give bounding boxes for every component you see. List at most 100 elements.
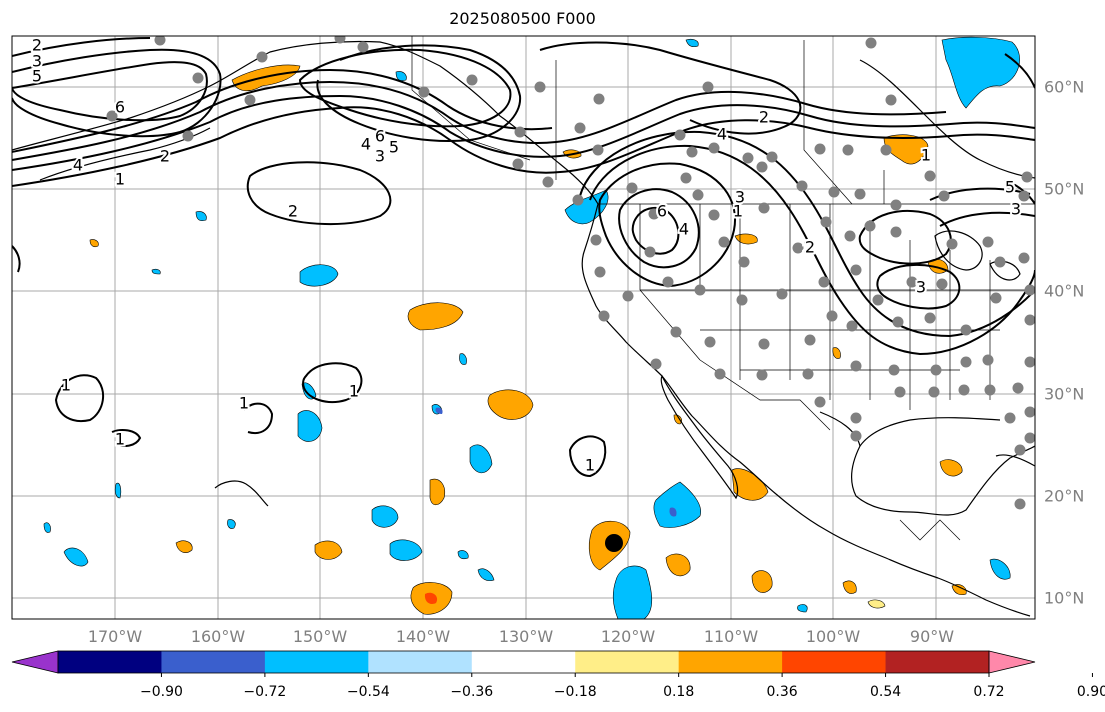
lat-label: 60°N bbox=[1044, 78, 1084, 97]
plot-area bbox=[12, 36, 1035, 619]
lon-label: 110°W bbox=[704, 627, 759, 646]
positive-anomaly-fills bbox=[89, 64, 967, 615]
colorbar-cell bbox=[368, 651, 473, 673]
station-dot bbox=[928, 386, 940, 398]
station-dot bbox=[846, 320, 858, 332]
station-dot bbox=[512, 158, 524, 170]
contour-label: 4 bbox=[679, 220, 689, 239]
station-dot bbox=[865, 37, 877, 49]
contour-label: 6 bbox=[657, 202, 667, 221]
colorbar-cell bbox=[161, 651, 266, 673]
station-dot bbox=[106, 110, 118, 122]
contour-label: 6 bbox=[375, 127, 385, 146]
station-dot bbox=[650, 358, 662, 370]
contour-label: 2 bbox=[759, 108, 769, 127]
station-dot bbox=[708, 142, 720, 154]
negative-anomaly-fills bbox=[43, 36, 1020, 619]
colorbar-tick-label: −0.18 bbox=[554, 684, 597, 700]
station-dot bbox=[766, 151, 778, 163]
station-dot bbox=[842, 144, 854, 156]
lat-label: 30°N bbox=[1044, 385, 1084, 404]
latitude-labels: 60°N 50°N 40°N 30°N 20°N 10°N bbox=[1044, 78, 1084, 608]
station-dot bbox=[1014, 444, 1026, 456]
colorbar-tick-label: 0.18 bbox=[663, 684, 694, 700]
colorbar-cell bbox=[264, 651, 369, 673]
light-yellow-fills bbox=[867, 599, 886, 609]
station-dot bbox=[758, 338, 770, 350]
station-dot bbox=[154, 36, 166, 46]
lon-label: 120°W bbox=[601, 627, 656, 646]
station-dot bbox=[670, 326, 682, 338]
station-dot bbox=[960, 356, 972, 368]
lat-label: 40°N bbox=[1044, 282, 1084, 301]
contour-label: 2 bbox=[803, 238, 813, 257]
station-dot bbox=[644, 246, 656, 258]
station-dot bbox=[776, 288, 788, 300]
station-dot bbox=[1012, 382, 1024, 394]
station-dot bbox=[850, 430, 862, 442]
colorbar-frame bbox=[57, 650, 990, 674]
contour-label: 1 bbox=[921, 146, 931, 165]
contour-label: 5 bbox=[1005, 178, 1015, 197]
contour-lines bbox=[12, 37, 1035, 478]
lon-label: 140°W bbox=[396, 627, 451, 646]
colorbar: −0.90 −0.72 −0.54 −0.36 −0.18 0.18 0.36 0.54 0.7… bbox=[11, 650, 1105, 700]
station-dot bbox=[802, 368, 814, 380]
state-borders bbox=[411, 36, 1035, 541]
colorbar-cell bbox=[678, 651, 783, 673]
contour-label: 4 bbox=[717, 125, 727, 144]
station-dot bbox=[756, 161, 768, 173]
contour-label: 4 bbox=[73, 156, 83, 175]
station-dot bbox=[466, 74, 478, 86]
station-dot bbox=[594, 266, 606, 278]
contour-label: 5 bbox=[389, 138, 399, 157]
station-dot bbox=[890, 199, 902, 211]
station-dot bbox=[1024, 406, 1035, 418]
contour-label: 1 bbox=[61, 376, 71, 395]
station-dot bbox=[680, 172, 692, 184]
contour-label: 3 bbox=[1011, 200, 1021, 219]
colorbar-cell bbox=[575, 651, 680, 673]
lat-label: 20°N bbox=[1044, 487, 1084, 506]
lat-label: 50°N bbox=[1044, 180, 1084, 199]
station-dot bbox=[796, 180, 808, 192]
station-dot bbox=[890, 226, 902, 238]
contour-label: 2 bbox=[160, 147, 170, 166]
station-dot bbox=[244, 94, 256, 106]
station-dot bbox=[906, 276, 918, 288]
station-dot bbox=[982, 354, 994, 366]
station-dot bbox=[894, 386, 906, 398]
station-dot bbox=[758, 202, 770, 214]
station-dot bbox=[718, 236, 730, 248]
station-dot bbox=[854, 188, 866, 200]
lat-label: 10°N bbox=[1044, 589, 1084, 608]
station-dot bbox=[924, 170, 936, 182]
colorbar-cell bbox=[782, 651, 887, 673]
lon-label: 100°W bbox=[806, 627, 861, 646]
station-dot bbox=[814, 143, 826, 155]
station-dot bbox=[820, 216, 832, 228]
station-dot bbox=[892, 316, 904, 328]
station-dot bbox=[736, 294, 748, 306]
station-dot bbox=[938, 190, 950, 202]
contour-label: 2 bbox=[32, 36, 42, 55]
station-dot bbox=[864, 220, 876, 232]
contour-label: 2 bbox=[805, 238, 815, 257]
contour-label: 1 bbox=[733, 202, 743, 221]
station-dot bbox=[828, 186, 840, 198]
station-dot bbox=[826, 310, 838, 322]
station-dot bbox=[574, 122, 586, 134]
contour-label-group: 2 3 5 6 4 2 1 2 6 5 4 3 4 2 1 6 4 3 2 1 … bbox=[30, 34, 1023, 477]
station-dot bbox=[626, 182, 638, 194]
station-dot bbox=[708, 209, 720, 221]
station-dot bbox=[872, 294, 884, 306]
station-dot bbox=[418, 86, 430, 98]
contour-label: 1 bbox=[115, 170, 125, 189]
station-dot bbox=[850, 412, 862, 424]
colorbar-cell bbox=[58, 651, 162, 673]
station-dot bbox=[814, 396, 826, 408]
colorbar-tick-label: 0.36 bbox=[767, 684, 798, 700]
station-dot bbox=[924, 312, 936, 324]
colorbar-tick-label: −0.72 bbox=[243, 684, 286, 700]
